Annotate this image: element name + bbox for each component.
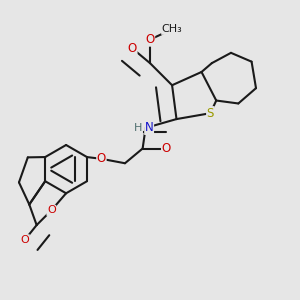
Text: O: O xyxy=(128,42,137,55)
Text: H: H xyxy=(134,123,142,133)
Text: O: O xyxy=(20,235,29,245)
Text: O: O xyxy=(97,152,106,165)
Text: O: O xyxy=(47,206,56,215)
Text: O: O xyxy=(146,33,154,46)
Text: N: N xyxy=(145,122,154,134)
Text: CH₃: CH₃ xyxy=(162,24,182,34)
Text: O: O xyxy=(162,142,171,155)
Text: S: S xyxy=(207,107,214,120)
